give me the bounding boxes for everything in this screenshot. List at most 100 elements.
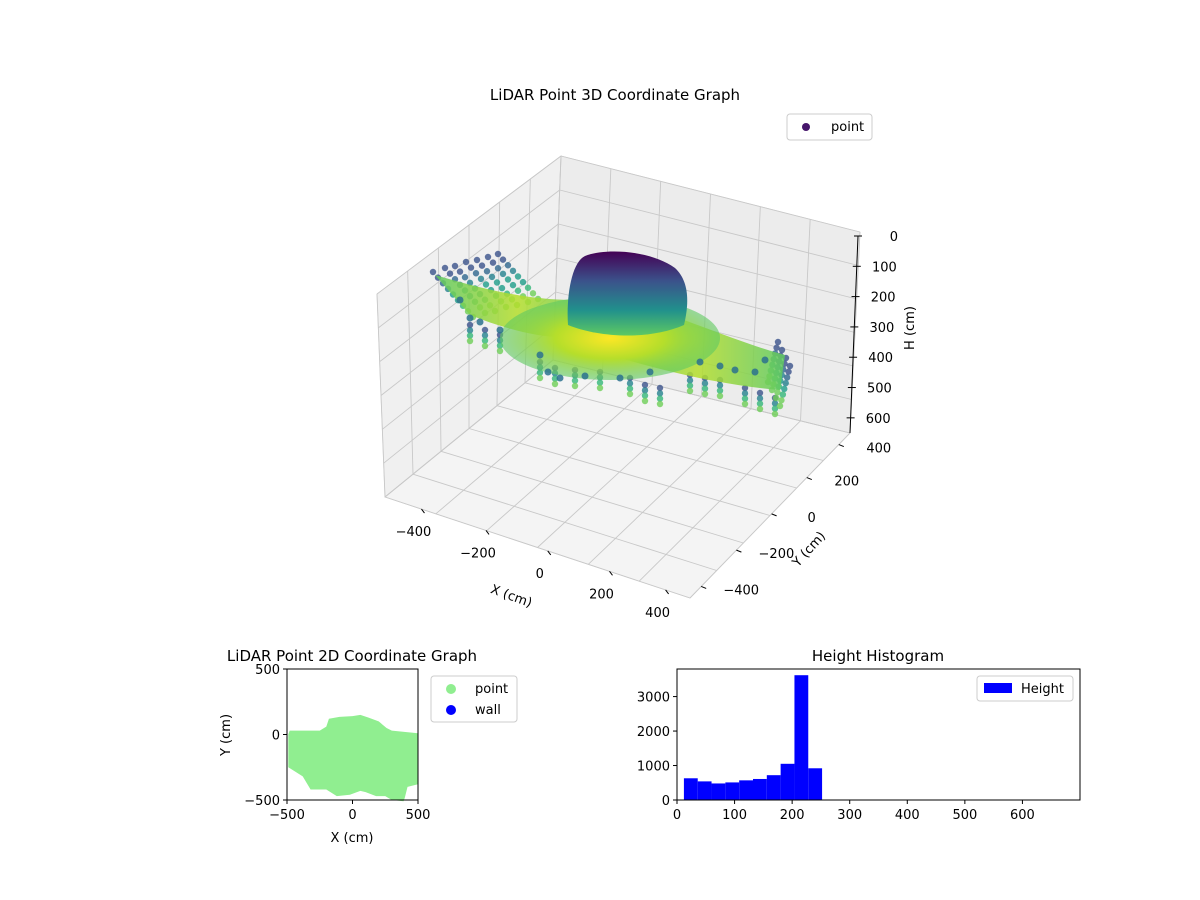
x-tick [665, 589, 669, 595]
scan-point [771, 400, 779, 407]
z-tick-label: 500 [867, 382, 892, 397]
legend-histogram-label: Height [1021, 682, 1064, 697]
scan-point [626, 380, 634, 387]
scan-point [771, 405, 779, 412]
chart-2d-title: LiDAR Point 2D Coordinate Graph [227, 647, 477, 665]
scan-point [504, 262, 512, 269]
y-tick-label: −400 [723, 583, 759, 598]
y-tick-label: 0 [807, 511, 815, 526]
scan-point [441, 264, 449, 272]
histogram-title: Height Histogram [812, 647, 944, 665]
x-tick-label: 400 [645, 606, 670, 621]
legend-3d-marker [802, 123, 810, 131]
y-tick-label: 500 [255, 663, 280, 678]
scan-point [778, 346, 786, 354]
x-tick-label: −500 [269, 808, 305, 823]
scan-point [467, 264, 475, 271]
scan-point [544, 368, 552, 376]
scan-point [481, 326, 489, 334]
scan-point [466, 327, 474, 334]
x-tick-label: 600 [1010, 808, 1035, 823]
z-tick-label: 400 [868, 351, 893, 366]
scan-point [446, 270, 454, 277]
histogram-x-axis: 0 100 200 300 400 500 600 [673, 800, 1035, 823]
y-tick-label: 3000 [637, 691, 670, 706]
histogram-bar [683, 778, 698, 800]
scan-point [756, 389, 764, 397]
scan-point [483, 268, 491, 275]
scan-point [536, 374, 544, 382]
scan-point [481, 342, 489, 350]
histogram-bar [697, 781, 712, 800]
scan-point [774, 389, 781, 396]
scan-point [456, 268, 464, 275]
scan-dome [567, 251, 688, 336]
scan-point [514, 287, 522, 294]
scan-point [496, 347, 504, 355]
scan-point [774, 338, 782, 346]
chart-histogram: Height Histogram 0 100 200 300 400 500 600 0 10… [637, 647, 1081, 823]
scan-point [451, 262, 459, 270]
scan-point [646, 368, 654, 376]
z-tick-label: 200 [871, 291, 896, 306]
scan-point [696, 358, 704, 366]
y-tick-label: 400 [866, 442, 891, 457]
scan-point [466, 332, 474, 339]
z-tick-label: 0 [890, 230, 898, 245]
scan-point [741, 384, 749, 392]
y-tick-label: 1000 [637, 760, 670, 775]
scan-point [494, 250, 502, 258]
x-tick-label: 100 [722, 808, 747, 823]
scan-point [466, 337, 474, 345]
scan-point [498, 284, 506, 292]
scan-point [686, 387, 694, 395]
histogram-bar [766, 775, 781, 800]
scan-point [456, 296, 464, 304]
scan-point [509, 281, 517, 289]
histogram-bar [711, 783, 726, 800]
scan-point [493, 279, 501, 286]
scan-point [626, 385, 634, 392]
scan-point [461, 274, 469, 281]
scan-point [741, 400, 749, 408]
z-tick-label: 300 [869, 321, 894, 336]
y-tick-label: 2000 [637, 725, 670, 740]
scan-point [778, 397, 785, 404]
scan-point [596, 384, 604, 392]
y-tick [806, 477, 812, 481]
legend-2d-point-label: point [475, 682, 508, 697]
scan-point [756, 400, 764, 407]
axis-3d-x-label: X (cm) [488, 582, 534, 611]
axis-2d-y: 500 0 −500 [244, 663, 287, 809]
scan-point [551, 375, 559, 382]
z-axis-line [849, 235, 859, 434]
scan-point [779, 391, 787, 398]
scan-point [716, 362, 724, 370]
histogram-bar [725, 782, 740, 800]
y-tick-label: 200 [834, 475, 859, 490]
axis-3d-x: −400 −200 0 200 400 [396, 508, 670, 621]
scan-point [551, 380, 559, 388]
scan-point [785, 368, 792, 375]
scan-point [701, 390, 709, 398]
histogram-bar [780, 763, 795, 800]
z-tick-label: 600 [866, 412, 891, 427]
legend-2d-point-marker [446, 684, 456, 694]
scan-point [581, 372, 589, 380]
scan-point [641, 392, 649, 399]
scan-point [773, 344, 780, 351]
y-tick-label: −200 [759, 547, 795, 562]
scan-point [496, 326, 504, 334]
scan-point [656, 395, 664, 402]
scan-point [771, 410, 779, 418]
x-tick-label: 200 [780, 808, 805, 823]
x-tick-label: 500 [406, 808, 431, 823]
histogram-y-axis: 0 1000 2000 3000 [637, 691, 677, 809]
y-tick-label: 0 [272, 729, 280, 744]
legend-3d-label: point [831, 120, 864, 135]
scan-point [466, 321, 474, 329]
histogram-bar [752, 778, 767, 800]
histogram-frame [676, 668, 1081, 801]
y-tick [838, 444, 844, 448]
scan-point [641, 397, 649, 405]
